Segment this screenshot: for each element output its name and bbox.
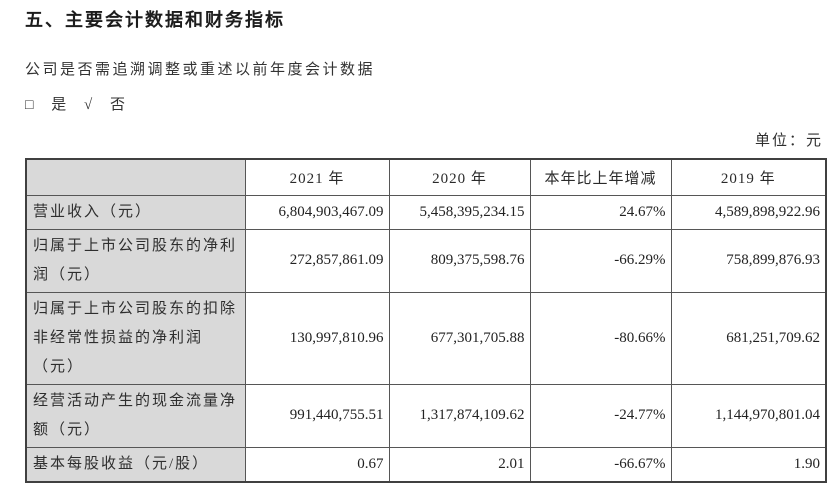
yes-label: 是	[51, 97, 67, 113]
cell-2021: 272,857,861.09	[244, 228, 390, 293]
cell-2019: 758,899,876.93	[670, 228, 827, 293]
row-label: 经营活动产生的现金流量净 额（元）	[25, 383, 246, 448]
cell-yoy-change: -80.66%	[529, 291, 672, 385]
cell-2019: 4,589,898,922.96	[670, 194, 827, 230]
header-2021: 2021 年	[244, 158, 390, 196]
header-2020: 2020 年	[388, 158, 531, 196]
row-label: 归属于上市公司股东的扣除 非经常性损益的净利润 （元）	[25, 291, 246, 385]
table-row-net-profit: 归属于上市公司股东的净利 润（元） 272,857,861.09 809,375…	[25, 228, 827, 293]
cell-yoy-change: -66.29%	[529, 228, 672, 293]
row-label: 营业收入（元）	[25, 194, 246, 230]
financial-indicators-table: 2021 年 2020 年 本年比上年增减 2019 年 营业收入（元） 6,8…	[25, 158, 827, 483]
cell-2019: 1.90	[670, 446, 827, 483]
table-row-operating-revenue: 营业收入（元） 6,804,903,467.09 5,458,395,234.1…	[25, 194, 827, 230]
row-label-line: 基本每股收益（元/股）	[33, 455, 210, 472]
table-row-operating-cash-flow: 经营活动产生的现金流量净 额（元） 991,440,755.51 1,317,8…	[25, 383, 827, 448]
cell-yoy-change: -24.77%	[529, 383, 672, 448]
header-indicator	[25, 158, 246, 196]
cell-2021: 130,997,810.96	[244, 291, 390, 385]
row-label: 基本每股收益（元/股）	[25, 446, 246, 483]
row-label-line: 非经常性损益的净利润	[33, 329, 204, 346]
header-yoy-change: 本年比上年增减	[529, 158, 672, 196]
cell-2019: 681,251,709.62	[670, 291, 827, 385]
checkbox-unchecked-icon: □	[25, 98, 34, 113]
section-title: 五、主要会计数据和财务指标	[25, 10, 285, 30]
table-row-basic-eps: 基本每股收益（元/股） 0.67 2.01 -66.67% 1.90	[25, 446, 827, 483]
row-label: 归属于上市公司股东的净利 润（元）	[25, 228, 246, 293]
cell-yoy-change: -66.67%	[529, 446, 672, 483]
row-label-line: 营业收入（元）	[33, 203, 153, 220]
cell-2019: 1,144,970,801.04	[670, 383, 827, 448]
row-label-line: 润（元）	[33, 266, 102, 283]
cell-2020: 2.01	[388, 446, 531, 483]
cell-2020: 809,375,598.76	[388, 228, 531, 293]
header-2019: 2019 年	[670, 158, 827, 196]
row-label-line: （元）	[33, 358, 85, 375]
row-label-line: 经营活动产生的现金流量净	[33, 392, 238, 409]
no-label: 否	[109, 97, 125, 113]
check-mark-icon: √	[83, 97, 93, 113]
restate-answer-line: □ 是 √ 否	[25, 96, 825, 115]
report-page: 五、主要会计数据和财务指标 公司是否需追溯调整或重述以前年度会计数据 □ 是 √…	[0, 10, 831, 483]
cell-2020: 1,317,874,109.62	[388, 383, 531, 448]
row-label-line: 归属于上市公司股东的净利	[33, 237, 238, 254]
table-header-row: 2021 年 2020 年 本年比上年增减 2019 年	[25, 158, 827, 196]
cell-2021: 991,440,755.51	[244, 383, 390, 448]
restate-question: 公司是否需追溯调整或重述以前年度会计数据	[25, 62, 376, 78]
unit-note: 单位：元	[754, 133, 823, 149]
row-label-line: 额（元）	[33, 421, 102, 438]
cell-2020: 677,301,705.88	[388, 291, 531, 385]
cell-2021: 0.67	[244, 446, 390, 483]
table-row-net-profit-excl-nonrecurring: 归属于上市公司股东的扣除 非经常性损益的净利润 （元） 130,997,810.…	[25, 291, 827, 385]
cell-yoy-change: 24.67%	[529, 194, 672, 230]
cell-2021: 6,804,903,467.09	[244, 194, 390, 230]
row-label-line: 归属于上市公司股东的扣除	[33, 300, 238, 317]
cell-2020: 5,458,395,234.15	[388, 194, 531, 230]
